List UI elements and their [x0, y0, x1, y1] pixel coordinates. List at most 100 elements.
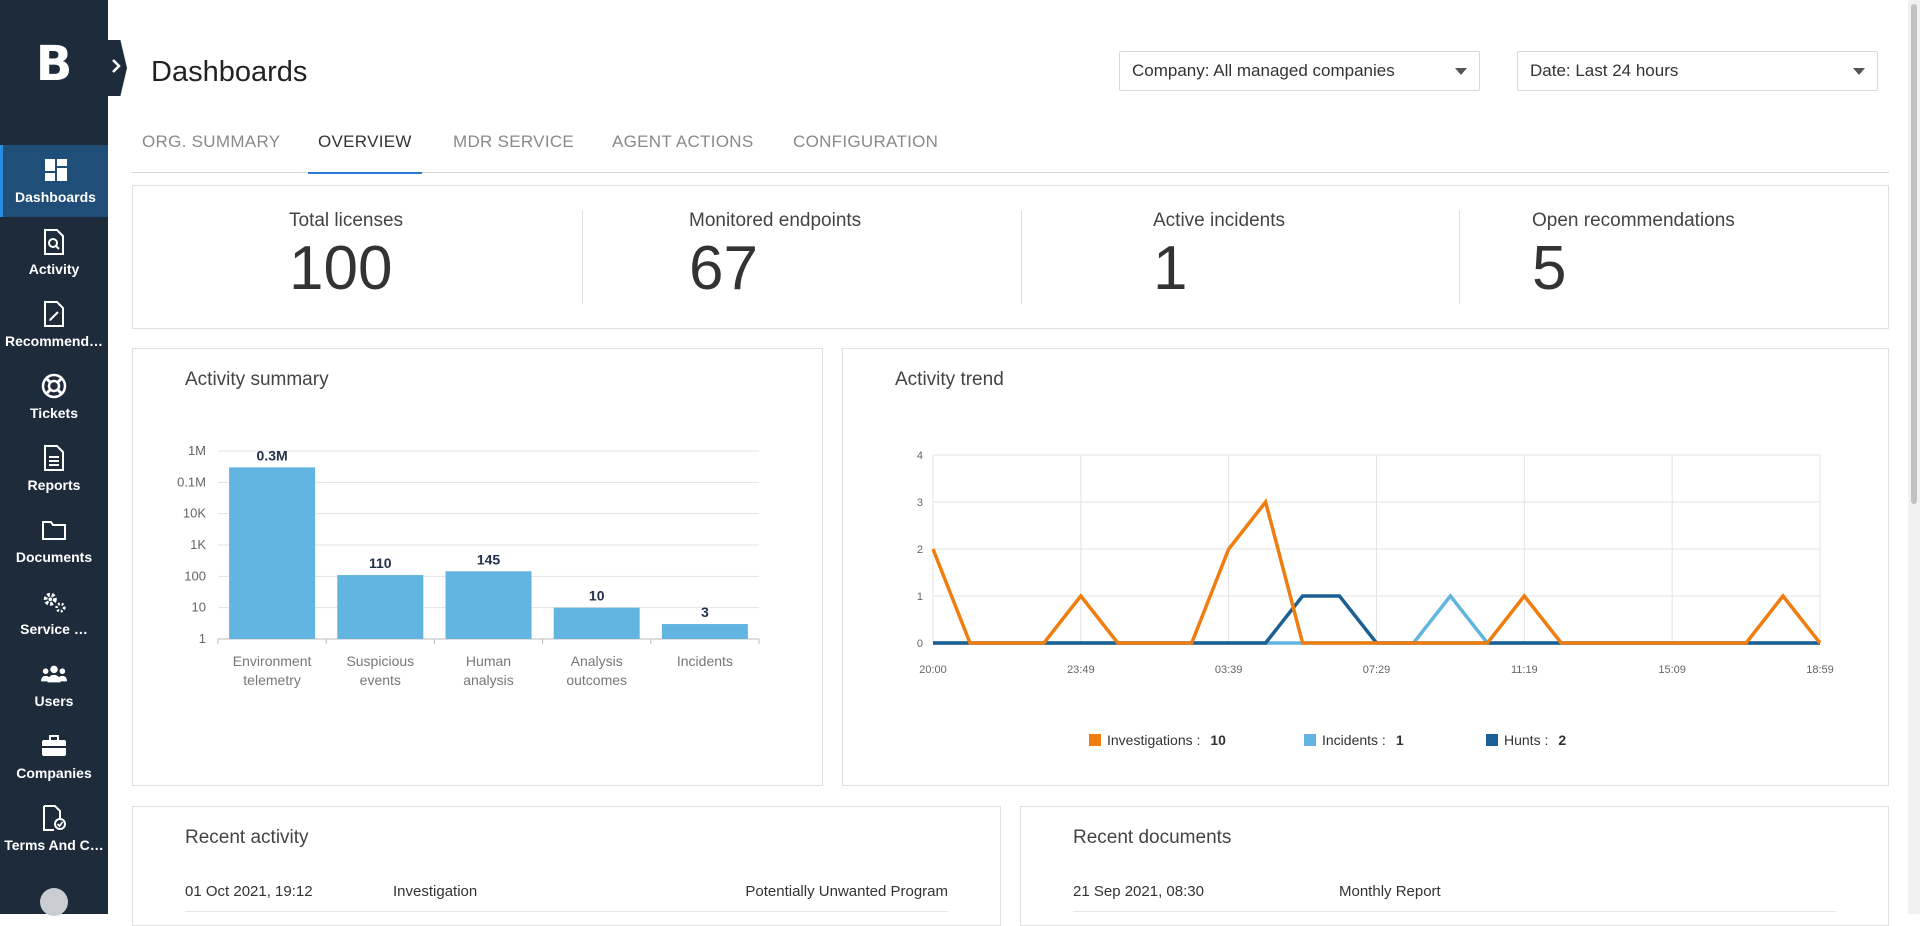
bar [337, 575, 424, 639]
legend-incidents[interactable]: Incidents : 1 [1304, 732, 1404, 748]
sidebar-item-tickets[interactable]: Tickets [0, 361, 108, 433]
bar-value-label: 0.3M [257, 447, 288, 463]
kpi-total-licenses: Total licenses 100 [289, 210, 403, 300]
sidebar-item-label: Documents [15, 549, 93, 565]
card-title: Activity summary [185, 369, 329, 390]
scrollbar-thumb[interactable] [1911, 4, 1917, 504]
sidebar-collapse-toggle[interactable] [105, 40, 127, 96]
report-icon [41, 445, 67, 471]
sidebar-item-dashboards[interactable]: Dashboards [0, 145, 108, 217]
card-title: Activity trend [895, 369, 1004, 390]
sidebar-item-service[interactable]: Service … [0, 577, 108, 649]
document-date: 21 Sep 2021, 08:30 [1073, 883, 1204, 900]
sidebar-item-terms[interactable]: Terms And C… [0, 793, 108, 865]
company-select-value: Company: All managed companies [1132, 61, 1395, 80]
sidebar-item-users[interactable]: Users [0, 649, 108, 721]
activity-name[interactable]: Potentially Unwanted Program [745, 883, 948, 900]
x-tick-label: Environment [233, 653, 312, 669]
recommendations-icon [41, 301, 67, 327]
bar [553, 607, 640, 639]
x-tick-label: Analysis [571, 653, 623, 669]
legend-label: Incidents : [1322, 732, 1386, 748]
x-tick-label: Incidents [677, 653, 733, 669]
x-tick-label: 15:09 [1658, 664, 1686, 676]
activity-trend-card: Activity trend 0 1 2 3 4 20:00 23:49 03:39 07:29… [842, 348, 1889, 786]
document-name[interactable]: Monthly Report [1339, 883, 1441, 900]
avatar[interactable] [40, 888, 68, 916]
legend-swatch [1089, 734, 1101, 746]
kpi-label: Open recommendations [1532, 210, 1735, 231]
y-tick-label: 100 [184, 568, 206, 583]
company-select[interactable]: Company: All managed companies [1119, 51, 1480, 91]
x-tick-label: Human [466, 653, 511, 669]
kpi-value: 100 [289, 234, 393, 303]
bar-value-label: 10 [589, 588, 605, 604]
bar-value-label: 145 [477, 551, 501, 567]
kpi-monitored-endpoints: Monitored endpoints 67 [689, 210, 861, 300]
kpi-active-incidents[interactable]: Active incidents 1 [1153, 210, 1285, 300]
legend-swatch [1486, 734, 1498, 746]
activity-type[interactable]: Investigation [393, 883, 478, 900]
gears-icon [41, 589, 67, 615]
brand-logo[interactable]: B [35, 36, 73, 92]
date-select[interactable]: Date: Last 24 hours [1517, 51, 1878, 91]
legend-investigations[interactable]: Investigations : 10 [1089, 732, 1226, 748]
legend-total: 2 [1558, 732, 1567, 748]
activity-date: 01 Oct 2021, 19:12 [185, 883, 313, 900]
x-tick-label: 23:49 [1067, 664, 1095, 676]
tab-org-summary[interactable]: ORG. SUMMARY [142, 132, 281, 151]
dashboard-icon [43, 157, 69, 183]
tab-bar: ORG. SUMMARY OVERVIEW MDR SERVICE AGENT … [132, 126, 1889, 174]
sidebar-item-companies[interactable]: Companies [0, 721, 108, 793]
sidebar-item-label: Tickets [30, 405, 78, 421]
page-scrollbar[interactable] [1908, 0, 1920, 914]
x-tick-label: 11:19 [1511, 664, 1538, 676]
x-tick-label: events [360, 672, 401, 688]
sidebar-item-reports[interactable]: Reports [0, 433, 108, 505]
y-tick-label: 1M [188, 443, 206, 458]
sidebar-item-label: Terms And C… [4, 837, 104, 853]
sidebar-item-label: Recommend… [4, 333, 104, 349]
legend-total: 10 [1210, 732, 1226, 748]
y-tick-label: 10K [183, 506, 206, 521]
sidebar-item-recommendations[interactable]: Recommend… [0, 289, 108, 361]
caret-down-icon [1853, 67, 1865, 75]
sidebar: B Dashboards Activity Recommend… Tickets… [0, 0, 108, 916]
activity-trend-chart: 0 1 2 3 4 20:00 23:49 03:39 07:29 11:19 15:09 18:59 [917, 450, 1834, 676]
sidebar-item-label: Companies [16, 765, 92, 781]
divider [185, 911, 948, 912]
tab-mdr-service[interactable]: MDR SERVICE [453, 132, 575, 151]
series-line [931, 498, 1822, 645]
sidebar-item-documents[interactable]: Documents [0, 505, 108, 577]
kpi-label: Monitored endpoints [689, 210, 862, 231]
x-tick-label: analysis [463, 672, 514, 688]
sidebar-item-activity[interactable]: Activity [0, 217, 108, 289]
tab-configuration[interactable]: CONFIGURATION [793, 132, 939, 151]
kpi-value: 1 [1153, 234, 1188, 303]
sidebar-item-label: Users [34, 693, 74, 709]
x-tick-label: 03:39 [1215, 664, 1243, 676]
activity-search-icon [41, 229, 67, 255]
y-tick-label: 1 [917, 591, 923, 603]
kpi-open-recommendations[interactable]: Open recommendations 5 [1532, 210, 1735, 300]
y-tick-label: 4 [917, 450, 923, 462]
y-tick-label: 2 [917, 544, 923, 556]
tab-overview[interactable]: OVERVIEW [308, 132, 422, 174]
legend-hunts[interactable]: Hunts : 2 [1486, 732, 1566, 748]
sidebar-item-label: Dashboards [15, 189, 96, 205]
chevron-right-icon [111, 58, 121, 78]
y-tick-label: 3 [917, 497, 923, 509]
y-tick-label: 0.1M [177, 474, 206, 489]
legend-total: 1 [1395, 732, 1404, 748]
legend-label: Investigations : [1107, 732, 1201, 748]
tab-agent-actions[interactable]: AGENT ACTIONS [612, 132, 754, 151]
recent-documents-card: Recent documents 21 Sep 2021, 08:30 Mont… [1020, 806, 1889, 926]
sidebar-item-label: Reports [27, 477, 81, 493]
kpi-label: Active incidents [1153, 210, 1286, 231]
users-icon [41, 661, 67, 687]
kpi-value: 5 [1532, 234, 1567, 303]
x-tick-label: telemetry [243, 672, 301, 688]
card-title: Recent documents [1073, 827, 1232, 848]
divider [582, 210, 583, 304]
